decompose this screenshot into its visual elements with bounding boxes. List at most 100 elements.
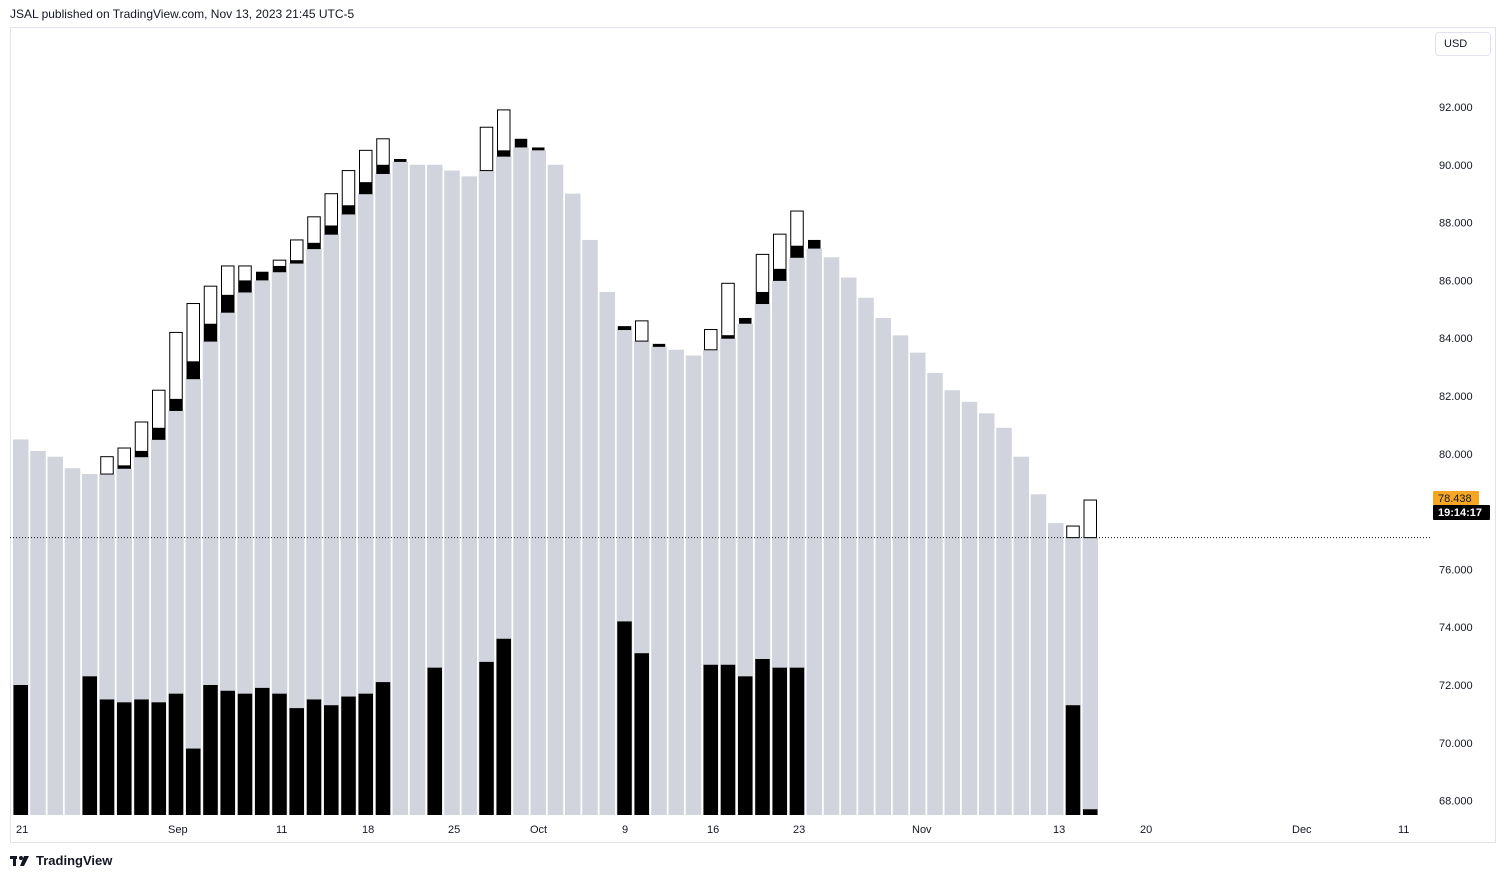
hollow-candle xyxy=(169,331,183,411)
x-tick-label: 9 xyxy=(622,824,628,836)
hollow-candle xyxy=(1083,499,1097,539)
countdown-label: 19:14:17 xyxy=(1433,505,1490,520)
bar-body xyxy=(358,193,374,815)
price-axis[interactable]: 92.000 90.000 88.000 86.000 84.000 82.000 80.0… xyxy=(1439,102,1473,808)
black-candle xyxy=(290,260,303,264)
bar-body xyxy=(392,161,408,815)
hollow-candle xyxy=(117,447,131,469)
x-tick-label: Sep xyxy=(168,824,188,836)
bar xyxy=(358,149,374,815)
black-candle xyxy=(808,239,821,249)
bar-body xyxy=(375,173,391,816)
y-tick-label: 88.000 xyxy=(1439,218,1473,230)
y-tick-label: 80.000 xyxy=(1439,449,1473,461)
black-candle xyxy=(376,164,390,174)
bar-body xyxy=(254,280,270,815)
currency-button[interactable]: USD xyxy=(1435,32,1491,56)
black-candle xyxy=(221,294,234,313)
tradingview-logo[interactable]: TradingView xyxy=(10,853,112,868)
x-tick-label: 25 xyxy=(448,824,460,836)
volume-bar xyxy=(151,702,166,815)
bar xyxy=(892,335,909,815)
bar xyxy=(254,271,270,815)
volume-bar xyxy=(117,702,132,815)
bar xyxy=(409,164,426,816)
hollow-candle xyxy=(290,239,304,264)
bar-body xyxy=(996,427,1012,815)
volume-bar xyxy=(341,696,356,815)
bar-body xyxy=(185,378,201,815)
bar-body xyxy=(685,355,702,815)
bar xyxy=(1082,499,1098,815)
black-candle xyxy=(118,465,131,469)
bar xyxy=(168,331,184,815)
last-price-label: 78.438 xyxy=(1433,491,1479,505)
y-tick-label: 76.000 xyxy=(1439,564,1473,576)
bar xyxy=(858,297,874,815)
x-tick-label: 21 xyxy=(16,824,28,836)
bar xyxy=(306,216,322,816)
x-tick-label: 18 xyxy=(362,824,374,836)
bar xyxy=(220,265,236,815)
black-candle xyxy=(307,242,321,249)
bar xyxy=(478,126,495,815)
black-candle xyxy=(152,427,165,440)
bar-body xyxy=(547,164,564,816)
bar-body xyxy=(47,456,63,815)
black-candle xyxy=(394,159,407,162)
x-tick-label: 16 xyxy=(707,824,719,836)
bar xyxy=(737,317,753,815)
bar xyxy=(720,282,736,815)
volume-bar xyxy=(237,693,253,815)
black-candle xyxy=(739,317,752,324)
bar xyxy=(565,193,581,815)
volume-bar xyxy=(755,658,770,815)
volume-bar xyxy=(789,667,805,815)
volume-bar xyxy=(203,685,218,815)
volume-bar xyxy=(306,699,322,815)
bar-body xyxy=(30,450,46,815)
time-axis[interactable]: 21 Sep 11 18 25 Oct 9 16 23 Nov 13 20 Dec 11 xyxy=(16,824,1409,836)
bar-body xyxy=(892,335,909,815)
bar xyxy=(496,109,512,815)
bar xyxy=(582,239,598,815)
hollow-candle xyxy=(704,329,718,351)
bar xyxy=(323,193,339,815)
bar-body xyxy=(237,291,253,816)
black-candle xyxy=(790,245,804,258)
volume-bar xyxy=(427,667,442,815)
bar xyxy=(64,468,81,815)
bar xyxy=(961,401,978,815)
volume-bar xyxy=(186,748,201,815)
volume-bar xyxy=(289,708,304,815)
black-candle xyxy=(187,361,200,379)
bar-body xyxy=(306,248,322,816)
hollow-candle xyxy=(479,126,494,172)
bar xyxy=(910,352,926,815)
bar-body xyxy=(668,349,684,815)
bar-body xyxy=(806,248,822,816)
volume-bar xyxy=(82,676,97,815)
chart-frame[interactable] xyxy=(10,27,1496,843)
x-tick-label: Oct xyxy=(530,824,547,836)
black-candle xyxy=(497,150,510,157)
bar-body xyxy=(961,401,978,815)
black-candle xyxy=(325,225,338,235)
x-tick-label: 11 xyxy=(1398,824,1409,836)
bar-body xyxy=(323,234,339,815)
black-candle xyxy=(204,323,217,342)
bar-body xyxy=(220,312,236,815)
volume-bar xyxy=(255,687,270,815)
bar-body xyxy=(944,390,960,815)
y-tick-label: 74.000 xyxy=(1439,622,1473,634)
bar xyxy=(1048,523,1064,815)
bar xyxy=(133,421,150,815)
tradingview-logo-text: TradingView xyxy=(36,853,113,868)
bar xyxy=(668,349,684,815)
bar-body xyxy=(1013,456,1029,815)
x-tick-label: 23 xyxy=(793,824,805,836)
bar-body xyxy=(478,170,495,815)
countdown-value: 19:14:17 xyxy=(1438,507,1482,519)
bar xyxy=(1030,494,1047,815)
